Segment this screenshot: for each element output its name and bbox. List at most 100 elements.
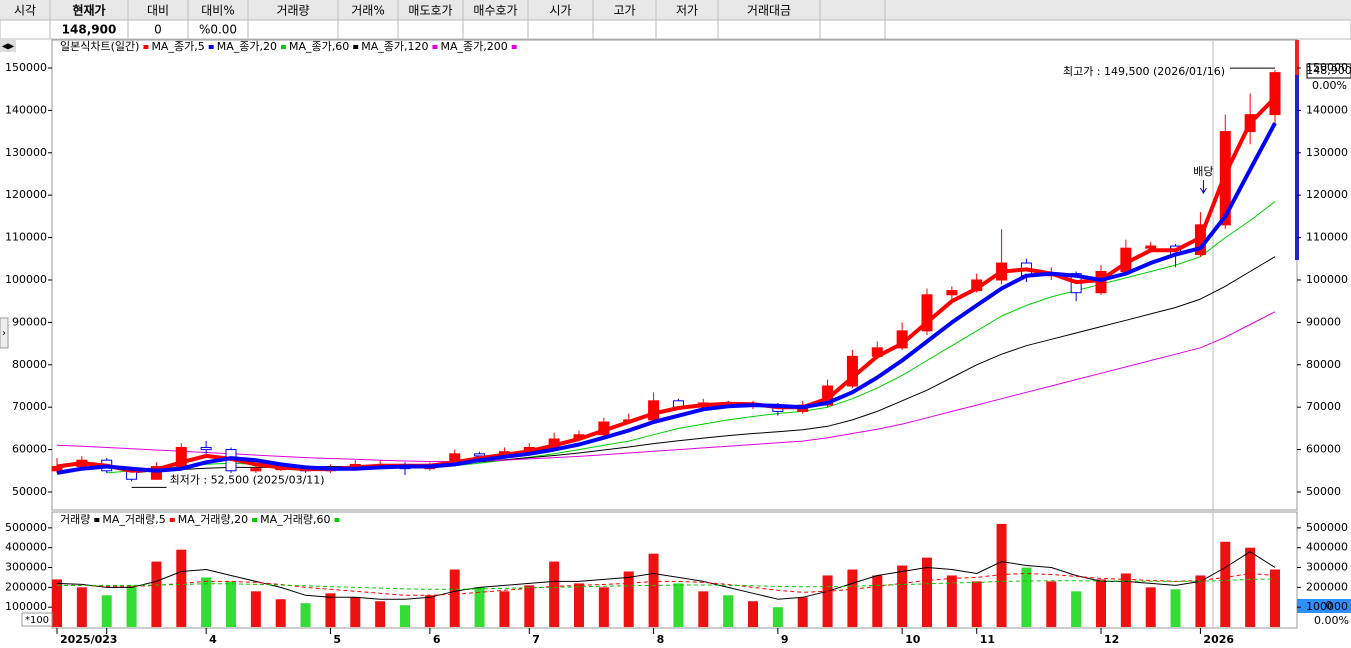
- price-panel: [51, 39, 1298, 511]
- volume-last: 0: [1326, 599, 1333, 612]
- volume-bar: [1245, 547, 1256, 628]
- legend-entry: MA_거래량,60: [260, 513, 330, 526]
- header-label: 거래량: [276, 4, 309, 18]
- y-tick-label: 140000: [5, 103, 47, 116]
- volume-bar: [1270, 569, 1280, 628]
- x-tick-label: 10: [905, 633, 921, 646]
- side-toggle[interactable]: [0, 317, 9, 349]
- x-tick-label: 7: [532, 633, 540, 646]
- volume-bar: [524, 585, 535, 628]
- legend-entry: MA_종가,60: [289, 40, 349, 53]
- header-label: 매도호가: [408, 4, 452, 18]
- y-tick-label: 90000: [1306, 315, 1341, 328]
- volume-bar: [52, 579, 62, 628]
- y-tick-label: 120000: [1306, 188, 1348, 201]
- y-tick-label: 300000: [1306, 561, 1348, 574]
- volume-bar: [76, 587, 87, 628]
- y-tick-label: 300000: [5, 561, 47, 574]
- y-tick-label: 150000: [5, 61, 47, 74]
- scroll-button[interactable]: [0, 40, 16, 52]
- volume-bar: [922, 557, 932, 628]
- x-tick-label: 6: [433, 633, 441, 646]
- volume-bar: [499, 591, 510, 628]
- header-label: 고가: [613, 4, 635, 18]
- legend-entry: MA_종가,200: [440, 40, 507, 53]
- y-tick-label: 50000: [12, 485, 47, 498]
- candle-body: [200, 446, 212, 451]
- volume-bar: [897, 565, 908, 628]
- volume-bar: [126, 585, 137, 628]
- ma-line: [56, 311, 1276, 462]
- volume-bar: [1120, 573, 1131, 628]
- y-tick-label: 100000: [5, 273, 47, 286]
- header-label: 시가: [549, 4, 571, 18]
- header-label: 대비%: [201, 4, 234, 18]
- volume-bar: [1195, 575, 1206, 628]
- y-tick-label: 400000: [5, 541, 47, 554]
- volume-bar: [748, 601, 758, 628]
- volume-bar: [1145, 587, 1156, 628]
- header-label: 현재가: [72, 3, 105, 18]
- volume-bar: [226, 581, 236, 628]
- dividend-note: 배당: [1193, 165, 1213, 178]
- legend-swatch: [94, 518, 100, 522]
- change: 0: [154, 23, 162, 37]
- volume-bar: [822, 575, 833, 628]
- y-tick-label: 80000: [12, 358, 47, 371]
- volume-bar: [673, 583, 684, 628]
- y-tick-label: 120000: [5, 188, 47, 201]
- volume-bar: [996, 523, 1007, 628]
- volume-bar: [250, 591, 261, 628]
- y-tick-label: 110000: [5, 231, 47, 244]
- volume-bar: [375, 601, 386, 628]
- legend-entry: MA_종가,120: [361, 40, 428, 53]
- volume-bar: [176, 549, 187, 628]
- volume-bar: [1220, 541, 1231, 628]
- volume-change: 0.00%: [1314, 614, 1349, 627]
- y-tick-label: 80000: [1306, 358, 1341, 371]
- volume-bar: [598, 587, 609, 628]
- y-tick-label: 100000: [1306, 600, 1348, 613]
- header-label: 거래대금: [747, 4, 791, 18]
- header-label: 거래%: [351, 4, 384, 18]
- x-tick-label: 8: [657, 633, 665, 646]
- x-tick-label: 12: [1104, 633, 1119, 646]
- change-pct: %0.00: [199, 23, 237, 37]
- legend-title: 거래량: [60, 513, 90, 526]
- candle-body: [250, 468, 262, 472]
- volume-last-box: [1297, 599, 1351, 613]
- legend-swatch: [143, 45, 149, 49]
- side-toggle-icon: ›: [2, 328, 6, 339]
- volume-bar: [772, 607, 783, 628]
- y-tick-label: 200000: [5, 580, 47, 593]
- legend-title: 일본식차트(일간): [60, 39, 139, 53]
- candle-body: [150, 466, 162, 480]
- y-tick-label: 500000: [1306, 521, 1348, 534]
- volume-bar: [424, 595, 435, 628]
- volume-bar: [797, 597, 808, 628]
- y-tick-label: 200000: [1306, 580, 1348, 593]
- volume-bar: [300, 603, 311, 628]
- volume-bar: [1071, 591, 1082, 628]
- volume-bar: [474, 587, 485, 628]
- x-tick-label: 11: [980, 633, 995, 646]
- unit-note: *100: [25, 615, 49, 626]
- volume-bar: [1046, 581, 1057, 628]
- volume-bar: [872, 575, 883, 628]
- volume-bar: [275, 599, 286, 628]
- x-tick-label: 5: [333, 633, 341, 646]
- dividend-arrow: [1200, 180, 1207, 194]
- legend-swatch: [208, 45, 214, 49]
- volume-bar: [101, 595, 112, 628]
- y-tick-label: 60000: [12, 443, 47, 456]
- legend-swatch: [353, 45, 359, 49]
- volume-bar: [1021, 567, 1032, 628]
- y-tick-label: 150000: [1306, 61, 1348, 74]
- volume-bar: [1170, 589, 1181, 628]
- y-tick-label: 130000: [1306, 146, 1348, 159]
- volume-bar: [151, 561, 162, 628]
- legend-swatch: [334, 518, 340, 522]
- y-tick-label: 50000: [1306, 485, 1341, 498]
